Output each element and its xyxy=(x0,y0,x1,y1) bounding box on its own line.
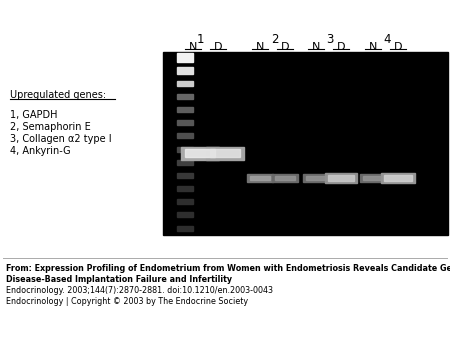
Bar xyxy=(363,176,383,180)
Bar xyxy=(210,149,240,157)
Bar xyxy=(360,174,386,182)
Bar xyxy=(177,67,193,74)
Text: D: D xyxy=(337,42,345,52)
Text: 3, Collagen α2 type I: 3, Collagen α2 type I xyxy=(10,134,112,144)
Text: 2: 2 xyxy=(271,33,279,46)
Text: 3: 3 xyxy=(326,33,334,46)
Text: 4: 4 xyxy=(383,33,391,46)
Bar xyxy=(177,81,193,86)
Bar xyxy=(177,120,193,125)
Bar xyxy=(306,176,326,180)
Text: N: N xyxy=(189,42,197,52)
Bar xyxy=(303,174,329,182)
Bar xyxy=(177,225,193,231)
Text: 1, GAPDH: 1, GAPDH xyxy=(10,110,58,120)
Text: Disease-Based Implantation Failure and Infertility: Disease-Based Implantation Failure and I… xyxy=(6,275,232,284)
Bar xyxy=(177,134,193,139)
Bar xyxy=(325,173,357,183)
Bar xyxy=(381,173,415,183)
Text: Upregulated genes:: Upregulated genes: xyxy=(10,90,106,100)
Bar xyxy=(247,174,273,182)
Bar xyxy=(206,146,244,160)
Bar xyxy=(177,212,193,217)
Bar xyxy=(177,160,193,165)
Text: D: D xyxy=(281,42,289,52)
Bar xyxy=(177,199,193,204)
Bar xyxy=(272,174,298,182)
Text: Endocrinology | Copyright © 2003 by The Endocrine Society: Endocrinology | Copyright © 2003 by The … xyxy=(6,297,248,306)
Bar xyxy=(163,52,448,235)
Bar xyxy=(177,52,193,62)
Bar xyxy=(250,176,270,180)
Bar xyxy=(185,149,215,157)
Text: 1: 1 xyxy=(196,33,204,46)
Bar xyxy=(181,146,219,160)
Bar xyxy=(274,176,295,180)
Text: D: D xyxy=(214,42,222,52)
Text: N: N xyxy=(256,42,264,52)
Text: N: N xyxy=(312,42,320,52)
Text: 2, Semaphorin E: 2, Semaphorin E xyxy=(10,122,91,132)
Text: From: Expression Profiling of Endometrium from Women with Endometriosis Reveals : From: Expression Profiling of Endometriu… xyxy=(6,264,450,273)
Text: 4, Ankyrin-G: 4, Ankyrin-G xyxy=(10,146,71,156)
Bar xyxy=(177,147,193,151)
Bar xyxy=(177,173,193,178)
Text: N: N xyxy=(369,42,377,52)
Bar xyxy=(177,186,193,191)
Bar xyxy=(328,175,354,181)
Text: Endocrinology. 2003;144(7):2870-2881. doi:10.1210/en.2003-0043: Endocrinology. 2003;144(7):2870-2881. do… xyxy=(6,286,273,295)
Text: D: D xyxy=(394,42,402,52)
Bar xyxy=(177,94,193,99)
Bar xyxy=(384,175,412,181)
Bar xyxy=(177,107,193,112)
